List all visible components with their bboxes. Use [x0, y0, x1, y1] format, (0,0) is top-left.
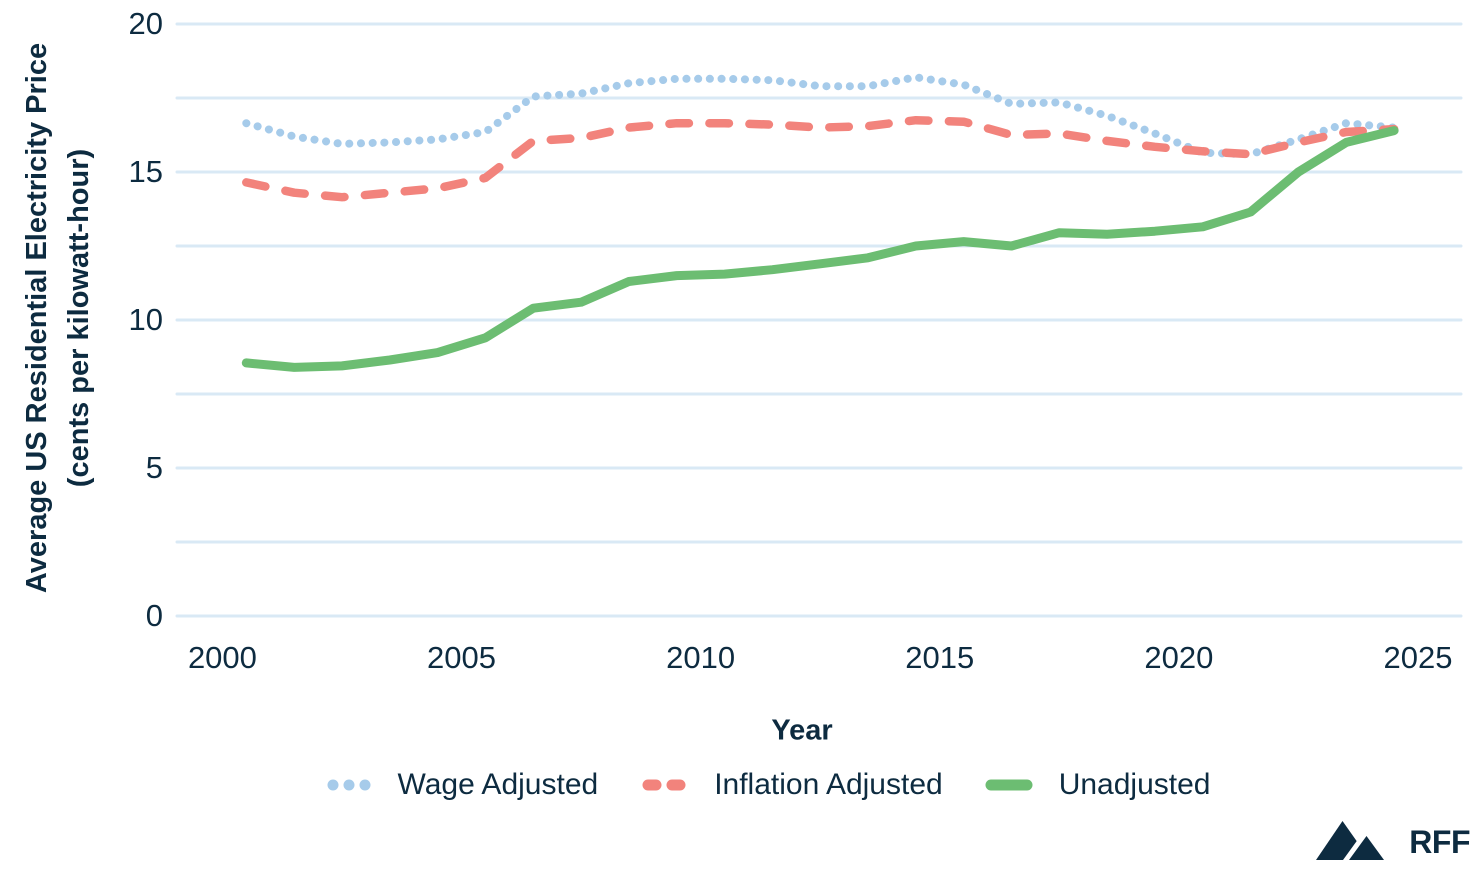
y-tick-label: 5	[145, 450, 163, 485]
legend-marker-dashed-icon	[642, 779, 686, 791]
rff-logo: RFF	[1316, 820, 1470, 860]
x-tick-label: 2005	[427, 640, 497, 675]
legend-marker-solid-icon	[985, 779, 1033, 791]
legend-item-unadjusted: Unadjusted	[985, 768, 1211, 802]
x-tick-label: 2020	[1144, 640, 1214, 675]
rff-logo-text: RFF	[1409, 824, 1470, 860]
rff-mountains-icon	[1316, 821, 1386, 860]
x-tick-label: 2010	[666, 640, 736, 675]
legend-item-wage-adjusted: Wage Adjusted	[326, 768, 599, 802]
series-line-inflation-adjusted	[242, 115, 1399, 202]
legend-label: Inflation Adjusted	[714, 768, 943, 801]
series-line-wage-adjusted	[242, 73, 1399, 159]
legend: Wage Adjusted Inflation Adjusted Unadjuste…	[28, 768, 1480, 802]
legend-label: Unadjusted	[1058, 768, 1211, 801]
series-line-unadjusted	[241, 126, 1399, 372]
x-axis-title: Year	[771, 714, 833, 747]
legend-item-inflation-adjusted: Inflation Adjusted	[640, 768, 943, 802]
x-tick-label: 2015	[905, 640, 975, 675]
x-tick-label: 2025	[1383, 640, 1453, 675]
legend-marker-dotted-icon	[327, 779, 370, 791]
y-tick-label: 10	[128, 302, 163, 337]
y-tick-label: 20	[128, 6, 163, 41]
y-tick-label: 15	[128, 154, 163, 189]
x-tick-label: 2000	[187, 640, 257, 675]
legend-label: Wage Adjusted	[397, 768, 599, 801]
y-tick-label: 0	[145, 598, 163, 633]
